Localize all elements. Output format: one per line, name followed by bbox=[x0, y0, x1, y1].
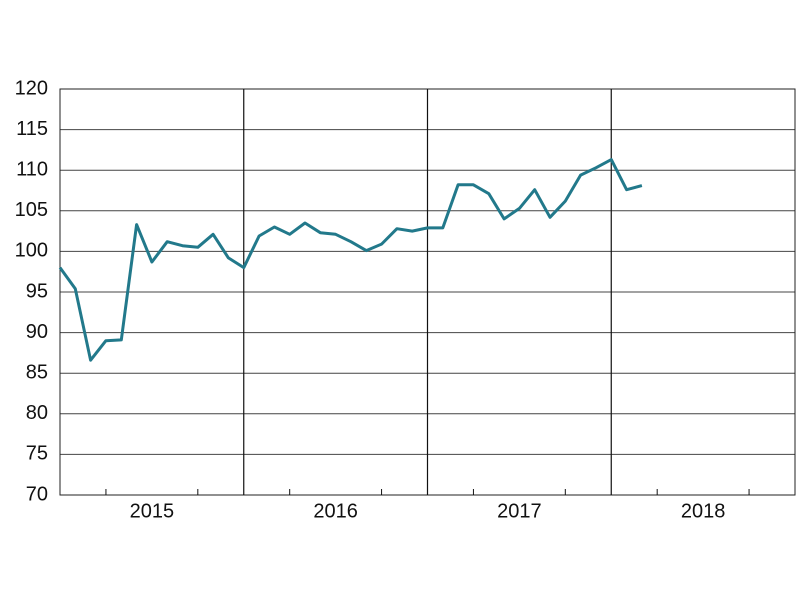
y-tick-label: 75 bbox=[26, 443, 48, 465]
y-tick-label: 105 bbox=[15, 199, 48, 221]
y-tick-label: 110 bbox=[16, 158, 48, 180]
y-tick-label: 100 bbox=[15, 240, 48, 262]
x-tick-label: 2017 bbox=[497, 500, 542, 522]
x-tick-label: 2016 bbox=[313, 500, 358, 522]
y-tick-label: 85 bbox=[26, 361, 48, 383]
y-tick-label: 90 bbox=[26, 321, 48, 343]
y-tick-label: 70 bbox=[26, 483, 48, 505]
x-tick-label: 2015 bbox=[130, 500, 175, 522]
data-line bbox=[58, 158, 643, 362]
y-tick-label: 80 bbox=[26, 402, 48, 424]
x-tick-label: 2018 bbox=[681, 500, 726, 522]
y-tick-label: 115 bbox=[16, 118, 48, 140]
y-tick-label: 95 bbox=[26, 280, 48, 302]
y-tick-label: 120 bbox=[15, 77, 48, 99]
